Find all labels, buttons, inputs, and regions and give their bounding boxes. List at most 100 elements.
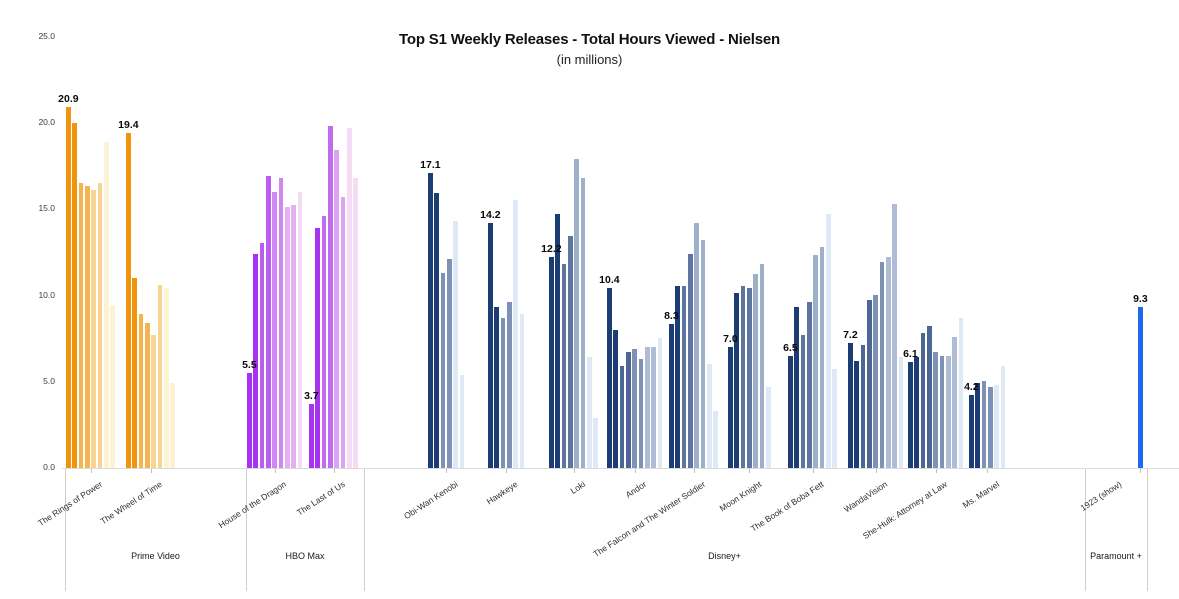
platform-divider [1085,468,1086,591]
first-week-value-label: 7.0 [723,332,738,345]
first-week-value-label: 8.3 [664,310,679,323]
bar-week-8 [353,177,359,468]
show-label: WandaVision [842,479,890,515]
bar-week-6 [157,284,163,468]
bar-week-5 [753,274,759,468]
bar-week-3 [860,345,866,468]
bar-week-1 [1138,307,1143,468]
bar-week-4 [806,302,812,468]
show-label: The Falcon and The Winter Soldier [591,479,707,560]
bar-week-2 [854,360,860,468]
bar-week-1 [126,132,131,468]
bar-week-6 [519,314,525,468]
bar-week-9 [657,338,663,468]
bar-week-5 [574,158,580,468]
bar-week-3 [740,286,746,468]
bar-week-7 [885,257,891,468]
bar-week-5 [632,348,638,468]
bar-week-2 [975,383,981,468]
first-week-value-label: 7.2 [843,329,858,342]
bar-week-2 [914,357,920,468]
bar-week-6 [580,177,586,468]
bar-week-5 [873,295,879,468]
bar-week-2 [794,307,800,468]
first-week-value-label: 5.5 [242,358,257,371]
show-label: Moon Knight [717,479,763,514]
x-axis-group-tick [634,468,636,473]
bar-week-5 [813,255,819,468]
bar-week-8 [952,336,958,468]
bar-week-9 [958,317,964,468]
chart-subtitle: (in millions) [556,52,623,67]
bar-week-3 [800,334,806,468]
x-axis-group-tick [446,468,448,473]
bar-week-5 [151,334,157,468]
bar-week-3 [619,365,625,468]
show-label: The Rings of Power [35,479,104,529]
bar-week-4 [144,322,150,468]
bar-week-6 [278,177,284,468]
bar-week-4 [687,253,693,468]
bar-week-3 [920,333,926,468]
bar-week-6 [340,196,346,468]
bar-week-3 [500,317,506,468]
bar-week-8 [110,305,116,468]
bar-week-2 [555,214,561,468]
chart-title: Top S1 Weekly Releases - Total Hours Vie… [399,31,780,48]
bar-week-1 [66,107,71,468]
first-week-value-label: 6.5 [783,341,798,354]
bar-week-9 [297,191,303,468]
bar-week-4 [746,288,752,468]
bar-week-4 [625,352,631,468]
x-axis-group-tick [987,468,989,473]
x-axis-group-tick [573,468,575,473]
bar-week-3 [440,272,446,468]
x-axis-group-tick [333,468,335,473]
bar-week-4 [567,236,573,468]
show-label: The Last of Us [295,479,347,518]
bar-week-3 [321,215,327,468]
bar-week-3 [259,243,265,468]
bar-week-5 [334,150,340,468]
y-axis-tick-label: 5.0 [43,375,55,386]
bar-week-3 [78,182,84,468]
first-week-value-label: 12.2 [541,243,562,256]
bar-week-2 [613,329,619,468]
bar-week-2 [494,307,500,468]
bar-week-3 [681,286,687,468]
bar-week-1 [428,172,433,468]
x-axis-line [62,467,1179,469]
bar-week-1 [488,222,493,468]
y-axis-tick-label: 15.0 [38,203,55,214]
bar-week-1 [549,257,554,468]
bar-week-5 [272,191,278,468]
bar-week-8 [593,417,599,468]
bar-week-1 [247,372,252,468]
y-axis-tick-label: 25.0 [38,30,55,41]
show-label: Hawkeye [484,479,520,507]
first-week-value-label: 6.1 [903,348,918,361]
bar-week-8 [651,346,657,468]
bar-week-1 [969,395,974,468]
bar-week-4 [866,300,872,468]
platform-label: Disney+ [708,551,741,561]
bar-week-1 [309,403,314,468]
first-week-value-label: 17.1 [420,158,441,171]
bar-week-5 [453,220,459,468]
bar-week-8 [713,410,719,468]
bar-week-7 [706,364,712,468]
bar-week-7 [103,141,109,468]
bar-week-4 [265,176,271,468]
bar-week-1 [908,362,913,468]
bar-week-7 [945,355,951,468]
platform-divider [246,468,247,591]
bar-week-7 [346,127,352,468]
bar-week-6 [700,239,706,468]
x-axis-group-tick [506,468,508,473]
bar-week-2 [734,293,740,468]
bar-week-6 [939,355,945,468]
bar-week-3 [138,314,144,468]
bar-week-2 [434,193,440,468]
x-axis-group-tick [274,468,276,473]
bar-week-1 [669,324,674,468]
